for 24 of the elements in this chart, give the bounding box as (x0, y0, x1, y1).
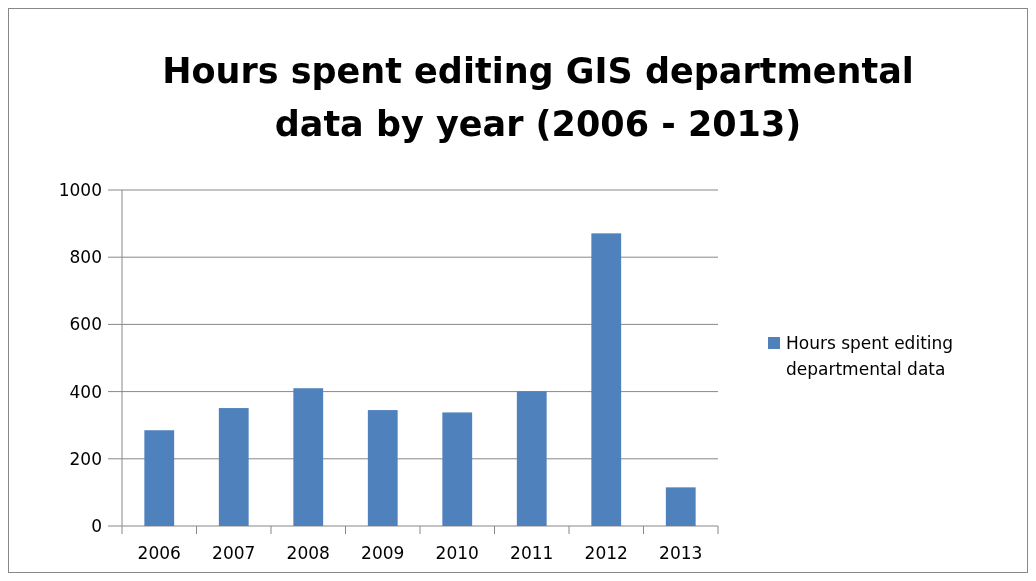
y-tick-label: 0 (91, 516, 102, 536)
legend-label: Hours spent editing departmental data (786, 333, 954, 379)
bar (442, 412, 473, 526)
y-tick-label: 400 (69, 381, 102, 402)
x-tick-label: 2012 (584, 543, 628, 563)
y-tick-label: 600 (69, 314, 102, 335)
x-tick-label: 2011 (510, 543, 554, 563)
x-tick-label: 2013 (659, 543, 703, 563)
bar (144, 430, 175, 526)
bar (293, 388, 324, 526)
x-tick-label: 2010 (435, 543, 479, 563)
chart-title: Hours spent editing GIS departmental data by year (2006 - 2013) (162, 51, 914, 144)
x-tick-label: 2009 (361, 543, 405, 563)
y-tick-label: 800 (69, 247, 102, 268)
bar (367, 410, 398, 526)
y-tick-label: 200 (69, 448, 102, 469)
x-tick-label: 2006 (137, 543, 181, 563)
x-tick-label: 2007 (212, 543, 256, 563)
bar (218, 408, 249, 526)
y-tick-label: 1000 (58, 180, 102, 200)
bar (516, 391, 547, 526)
x-tick-label: 2008 (286, 543, 330, 563)
bar (591, 233, 622, 526)
bar (665, 487, 696, 526)
